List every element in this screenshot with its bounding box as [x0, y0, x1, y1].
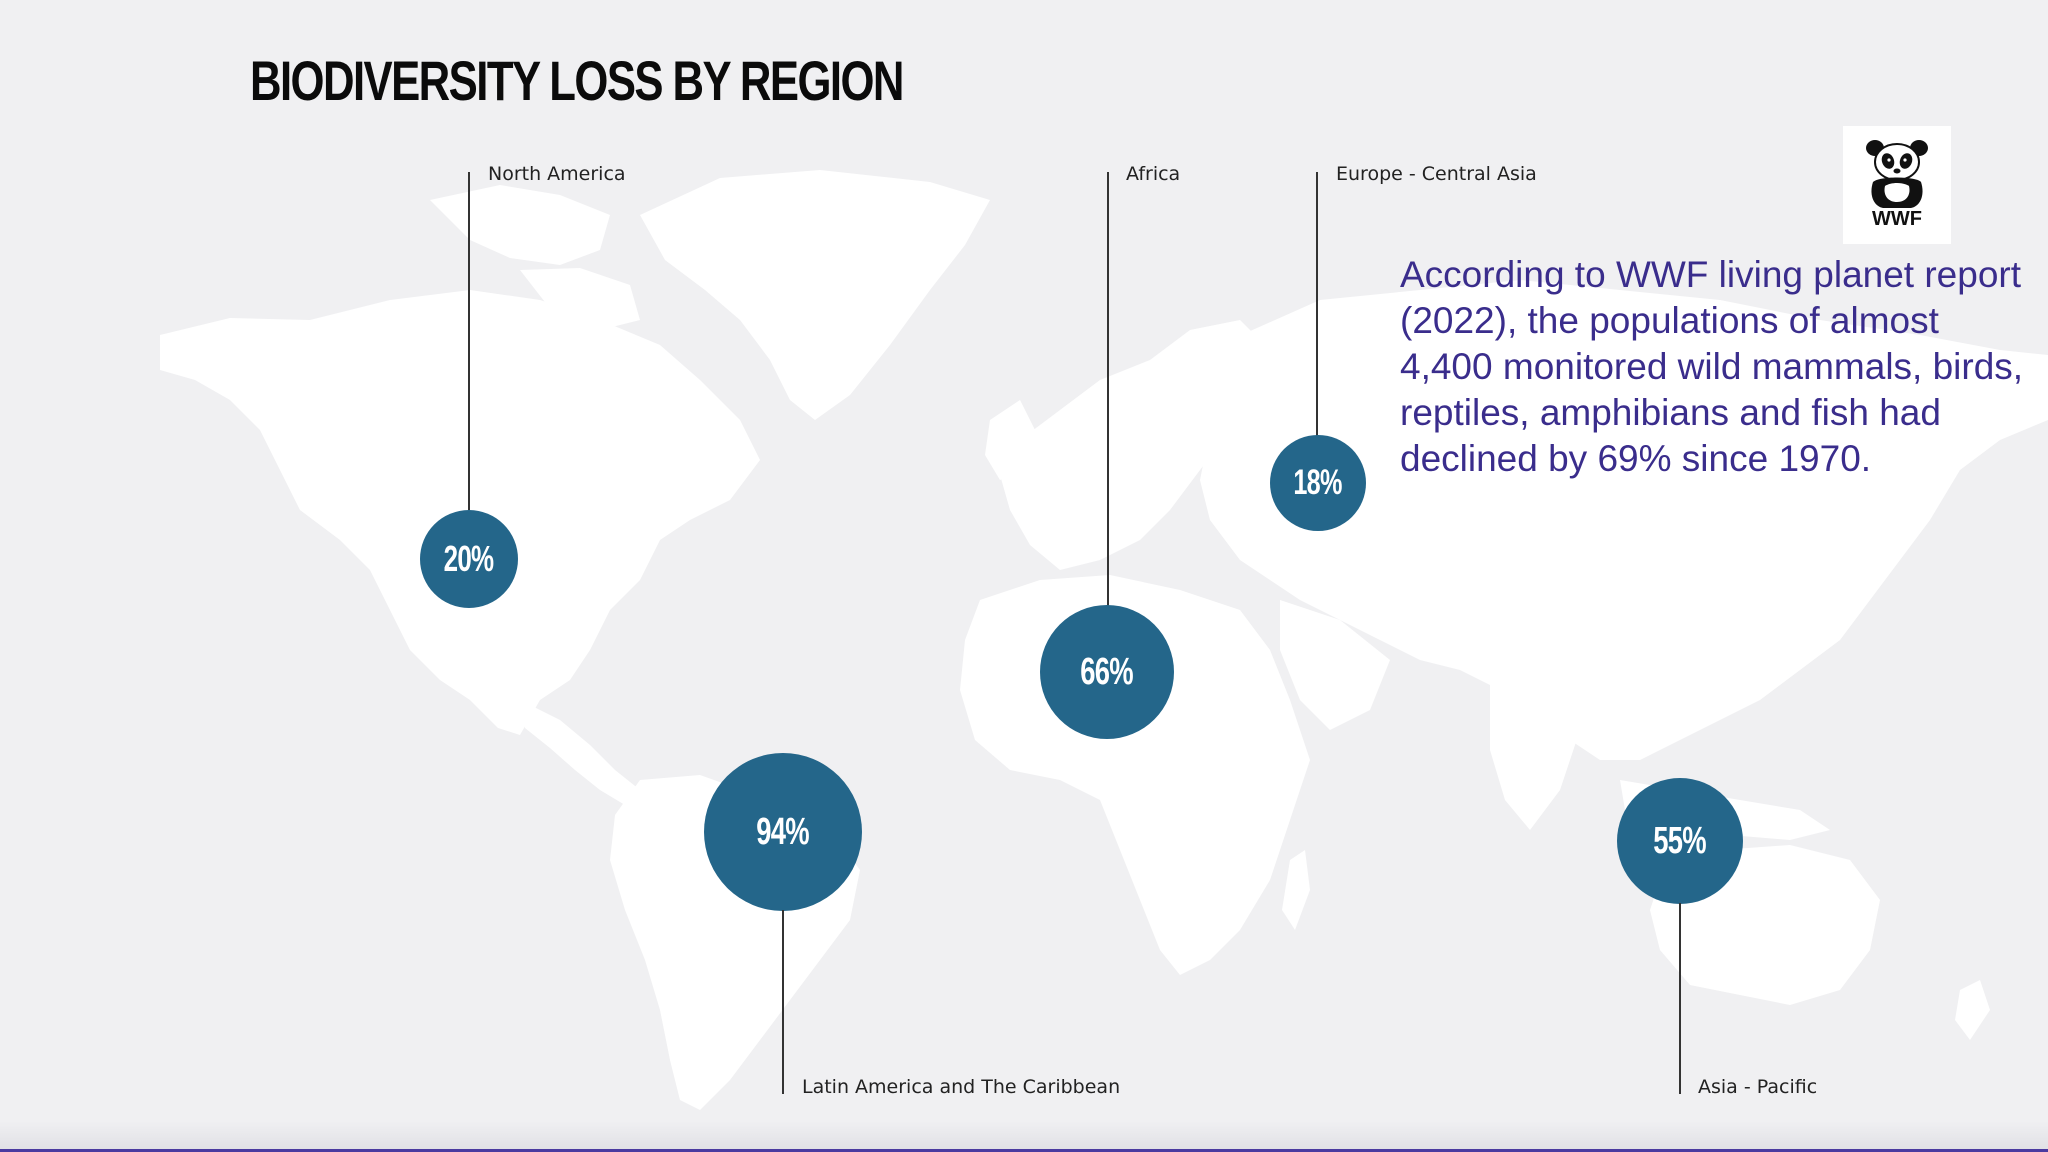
bubble-asia-pacific: 55%	[1617, 778, 1743, 904]
leader-line-africa	[1107, 172, 1109, 606]
region-label-europe-central-asia: Europe - Central Asia	[1336, 163, 1537, 185]
bottom-shade	[0, 1121, 2048, 1149]
bubble-europe-central-asia: 18%	[1270, 435, 1366, 531]
leader-line-north-america	[468, 172, 470, 510]
bubble-value-europe-central-asia: 18%	[1293, 463, 1343, 502]
bubble-north-america: 20%	[420, 510, 518, 608]
region-label-latin-america: Latin America and The Caribbean	[802, 1076, 1121, 1098]
bubble-africa: 66%	[1040, 605, 1174, 739]
map-british-isles	[985, 400, 1035, 480]
bubble-value-north-america: 20%	[444, 538, 494, 579]
region-label-africa: Africa	[1126, 163, 1181, 185]
region-label-asia-pacific: Asia - Pacific	[1698, 1076, 1818, 1098]
map-arabia	[1280, 600, 1390, 730]
map-new-zealand	[1955, 980, 1990, 1040]
map-central-america	[520, 700, 640, 805]
leader-line-latin-america	[782, 910, 784, 1094]
map-europe	[1000, 320, 1270, 570]
map-asia	[1200, 280, 2048, 760]
bubble-value-latin-america: 94%	[756, 810, 810, 853]
map-madagascar	[1282, 850, 1310, 930]
map-arctic-islands-2	[520, 268, 640, 330]
bubble-value-asia-pacific: 55%	[1653, 819, 1707, 862]
bubble-latin-america: 94%	[704, 753, 862, 911]
map-greenland	[640, 170, 990, 420]
bubble-value-africa: 66%	[1080, 650, 1134, 693]
leader-line-europe-central-asia	[1316, 172, 1318, 436]
wwf-logo-text: WWF	[1872, 208, 1922, 230]
bottom-bar	[0, 1149, 2048, 1152]
map-arctic-islands	[430, 185, 610, 265]
region-label-north-america: North America	[488, 163, 626, 185]
page-title: BIODIVERSITY LOSS BY REGION	[250, 49, 904, 112]
map-india	[1490, 680, 1580, 830]
map-japan	[1850, 490, 1900, 600]
leader-line-asia-pacific	[1679, 903, 1681, 1094]
panda-icon	[1866, 140, 1928, 208]
wwf-logo: WWF	[1843, 126, 1951, 244]
info-text: According to WWF living planet report (2…	[1400, 254, 2024, 479]
